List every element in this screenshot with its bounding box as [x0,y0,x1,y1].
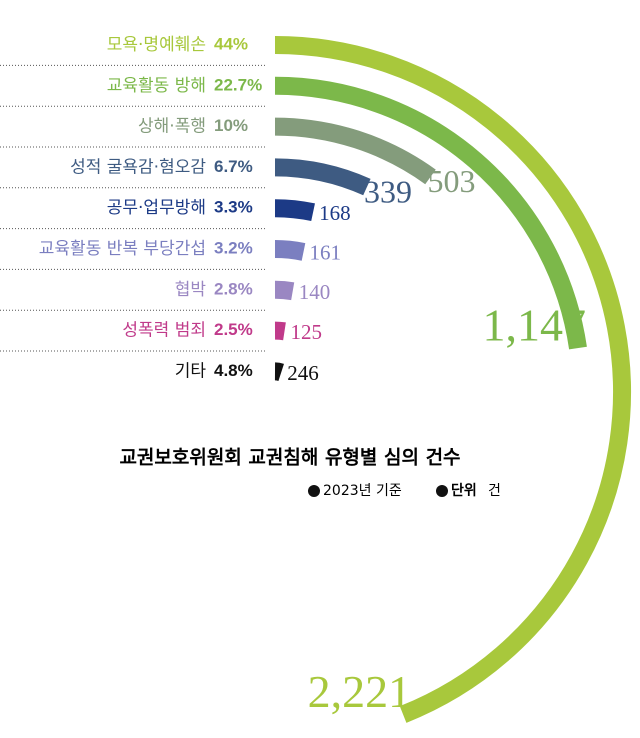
value-label: 2,221 [308,666,412,717]
arc-bar [274,321,286,341]
value-label: 140 [299,280,331,304]
value-label: 339 [364,173,412,209]
bullet [436,485,448,497]
category-label: 협박 [175,280,207,300]
arc-bar [274,76,587,350]
category-label: 모욕·명예훼손 [107,35,206,55]
category-label: 성폭력 범죄 [122,321,206,341]
note: 건 [488,483,501,499]
category-label: 상해·폭행 [138,117,206,137]
percent-label: 3.3% [214,198,253,217]
percent-label: 10% [214,116,248,135]
arc-bar [274,280,295,301]
arc-bar [274,240,306,261]
category-label: 교육활동 반복 부당간섭 [39,239,206,259]
arc-bar [274,362,284,382]
percent-label: 4.8% [214,361,253,380]
arc-bar [274,36,632,723]
percent-label: 2.8% [214,279,253,298]
percent-label: 6.7% [214,157,253,176]
value-label: 161 [309,241,341,265]
value-label: 503 [427,163,475,199]
note: 2023년 기준 [323,483,402,499]
arc-bar [274,117,436,185]
note: 단위 [451,482,477,499]
arc-bar [274,158,371,196]
bullet [308,485,320,497]
chart-title: 교권보호위원회 교권침해 유형별 심의 건수 [119,447,460,469]
percent-label: 2.5% [214,320,253,339]
percent-label: 3.2% [214,238,253,257]
value-label: 168 [319,201,351,225]
arc-bar [274,199,315,222]
category-label: 공무·업무방해 [107,198,206,218]
value-label: 125 [291,320,323,344]
category-label: 성적 굴욕감·혐오감 [70,157,206,177]
category-label: 교육활동 방해 [107,76,206,96]
value-label: 1,147 [483,300,587,351]
percent-label: 22.7% [214,75,262,94]
value-label: 246 [287,361,319,385]
category-label: 기타 [175,361,207,381]
percent-label: 44% [214,34,248,53]
